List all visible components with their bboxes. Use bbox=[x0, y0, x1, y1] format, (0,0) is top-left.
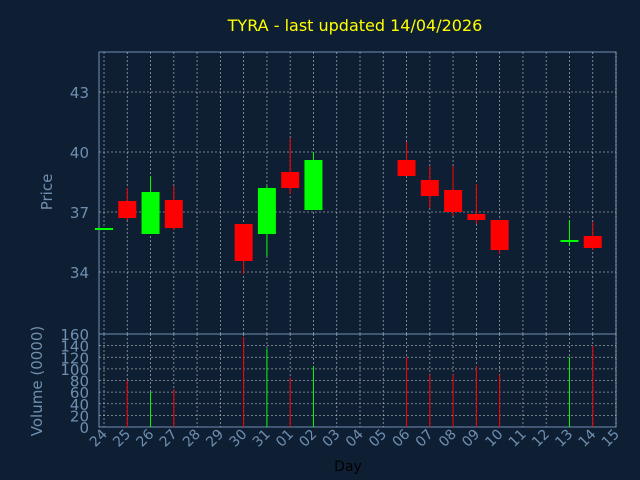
x-tick-label: 15 bbox=[599, 427, 623, 451]
x-tick-label: 30 bbox=[227, 427, 251, 451]
x-tick-label: 28 bbox=[180, 427, 204, 451]
x-tick-label: 25 bbox=[110, 427, 134, 451]
price-tick-label: 37 bbox=[70, 204, 89, 222]
chart-title: TYRA - last updated 14/04/2026 bbox=[227, 16, 483, 35]
volume-tick-label: 160 bbox=[60, 326, 89, 344]
price-panel: 34 37 40 43 bbox=[70, 51, 617, 335]
x-tick-label: 24 bbox=[87, 426, 111, 450]
volume-tick-label: 140 bbox=[60, 338, 89, 356]
x-tick-label: 02 bbox=[296, 427, 320, 451]
x-tick-label: 27 bbox=[157, 427, 181, 451]
volume-tick-label: 40 bbox=[70, 396, 89, 414]
price-tick-label: 34 bbox=[70, 264, 89, 282]
x-tick-label: 05 bbox=[366, 427, 390, 451]
candle-body bbox=[95, 228, 113, 230]
candle-body bbox=[234, 224, 253, 261]
x-axis-label: Day bbox=[334, 459, 362, 475]
volume-tick-label: 80 bbox=[70, 373, 89, 391]
volume-tick-label: 60 bbox=[70, 384, 89, 402]
candle-body bbox=[490, 220, 509, 250]
volume-tick-label: 120 bbox=[60, 349, 89, 367]
x-tick-label: 13 bbox=[552, 427, 576, 451]
x-tick-label: 10 bbox=[483, 427, 507, 451]
volume-panel: 24 25 26 27 28 29 30 31 01 02 03 04 05 06 07 08 09 10 11 12… bbox=[60, 326, 622, 450]
x-tick-label: 11 bbox=[506, 427, 530, 451]
price-tick-label: 40 bbox=[70, 144, 89, 162]
candle-body bbox=[281, 172, 300, 188]
candle-body bbox=[141, 192, 160, 234]
x-tick-label: 29 bbox=[203, 427, 227, 451]
volume-axis-label: Volume (0000) bbox=[28, 326, 46, 436]
x-tick-label: 04 bbox=[343, 426, 367, 450]
x-tick-label: 12 bbox=[529, 427, 553, 451]
candle-body bbox=[560, 240, 579, 242]
x-tick-label: 31 bbox=[250, 427, 274, 451]
price-axis-label: Price bbox=[38, 174, 56, 211]
candle-body bbox=[397, 160, 416, 176]
x-tick-label: 09 bbox=[459, 427, 483, 451]
x-tick-label: 06 bbox=[389, 426, 413, 450]
candle-body bbox=[444, 190, 463, 212]
volume-tick-label: 0 bbox=[79, 419, 89, 437]
x-tick-label: 26 bbox=[133, 426, 157, 450]
volume-tick-label: 20 bbox=[70, 407, 89, 425]
price-plot-frame bbox=[98, 51, 617, 335]
price-tick-label: 43 bbox=[70, 84, 89, 102]
x-tick-label: 08 bbox=[436, 427, 460, 451]
candle-body bbox=[164, 200, 183, 228]
candle-body bbox=[467, 214, 486, 220]
x-tick-label: 07 bbox=[413, 427, 437, 451]
candle-body bbox=[257, 188, 276, 234]
candle-body bbox=[118, 201, 137, 218]
candle-body bbox=[304, 160, 323, 210]
volume-tick-label: 100 bbox=[60, 361, 89, 379]
x-tick-label: 03 bbox=[320, 427, 344, 451]
candle-body bbox=[583, 236, 602, 248]
x-tick-label: 14 bbox=[576, 426, 600, 450]
x-tick-label: 01 bbox=[273, 427, 297, 451]
candle-body bbox=[420, 180, 439, 196]
